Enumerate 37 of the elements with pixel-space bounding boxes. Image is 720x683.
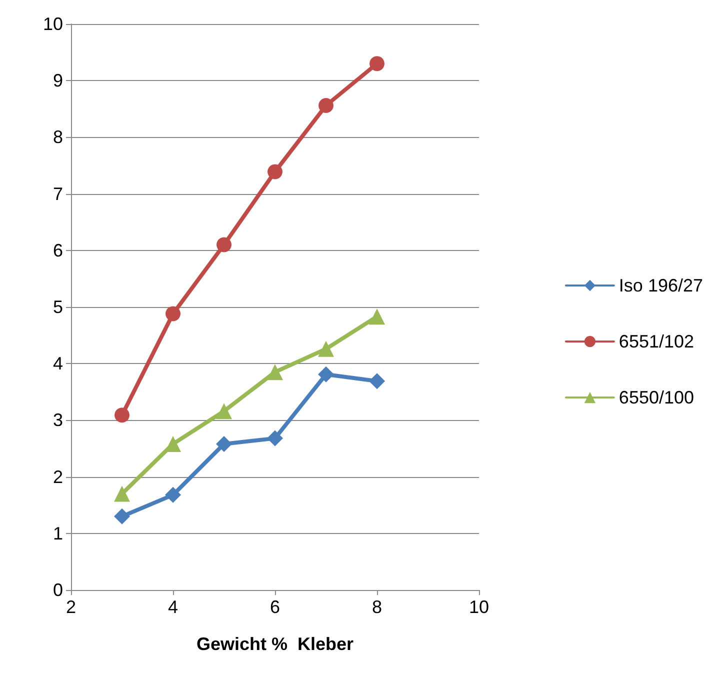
y-tick-label: 6 (52, 240, 63, 260)
x-tick-label: 10 (468, 597, 490, 617)
point (268, 164, 282, 180)
point (114, 508, 130, 524)
y-tick-label: 9 (52, 70, 63, 91)
point (166, 306, 180, 322)
legend-label: 6551/102 (618, 332, 694, 352)
y-tick-label: 7 (52, 184, 63, 204)
point (267, 364, 283, 380)
legend-label: 6550/100 (618, 388, 694, 408)
y-tick-label: 0 (52, 580, 63, 600)
point (216, 237, 232, 252)
point (216, 436, 232, 452)
point (369, 373, 385, 390)
x-axis-title: Gewicht % Kleber (196, 634, 354, 654)
y-tick-label: 2 (52, 466, 63, 487)
x-tick-label: 4 (168, 597, 178, 617)
y-tick-label: 4 (52, 354, 63, 374)
point (370, 56, 384, 72)
y-tick-label: 8 (52, 127, 63, 148)
point (114, 486, 130, 502)
x-tick-label: 6 (270, 597, 280, 617)
point (114, 408, 130, 423)
point (216, 403, 232, 420)
point (369, 308, 385, 325)
point (318, 366, 334, 382)
point (318, 98, 334, 113)
y-tick-label: 3 (52, 410, 63, 430)
y-tick-label: 10 (42, 14, 63, 34)
y-tick-label: 5 (52, 297, 63, 317)
y-tick-label: 1 (52, 523, 63, 544)
x-tick-label: 8 (372, 597, 382, 617)
legend-label: Iso 196/27 (618, 276, 704, 296)
point (165, 486, 181, 503)
point (267, 430, 283, 446)
point (318, 340, 334, 357)
x-tick-label: 2 (66, 597, 76, 617)
